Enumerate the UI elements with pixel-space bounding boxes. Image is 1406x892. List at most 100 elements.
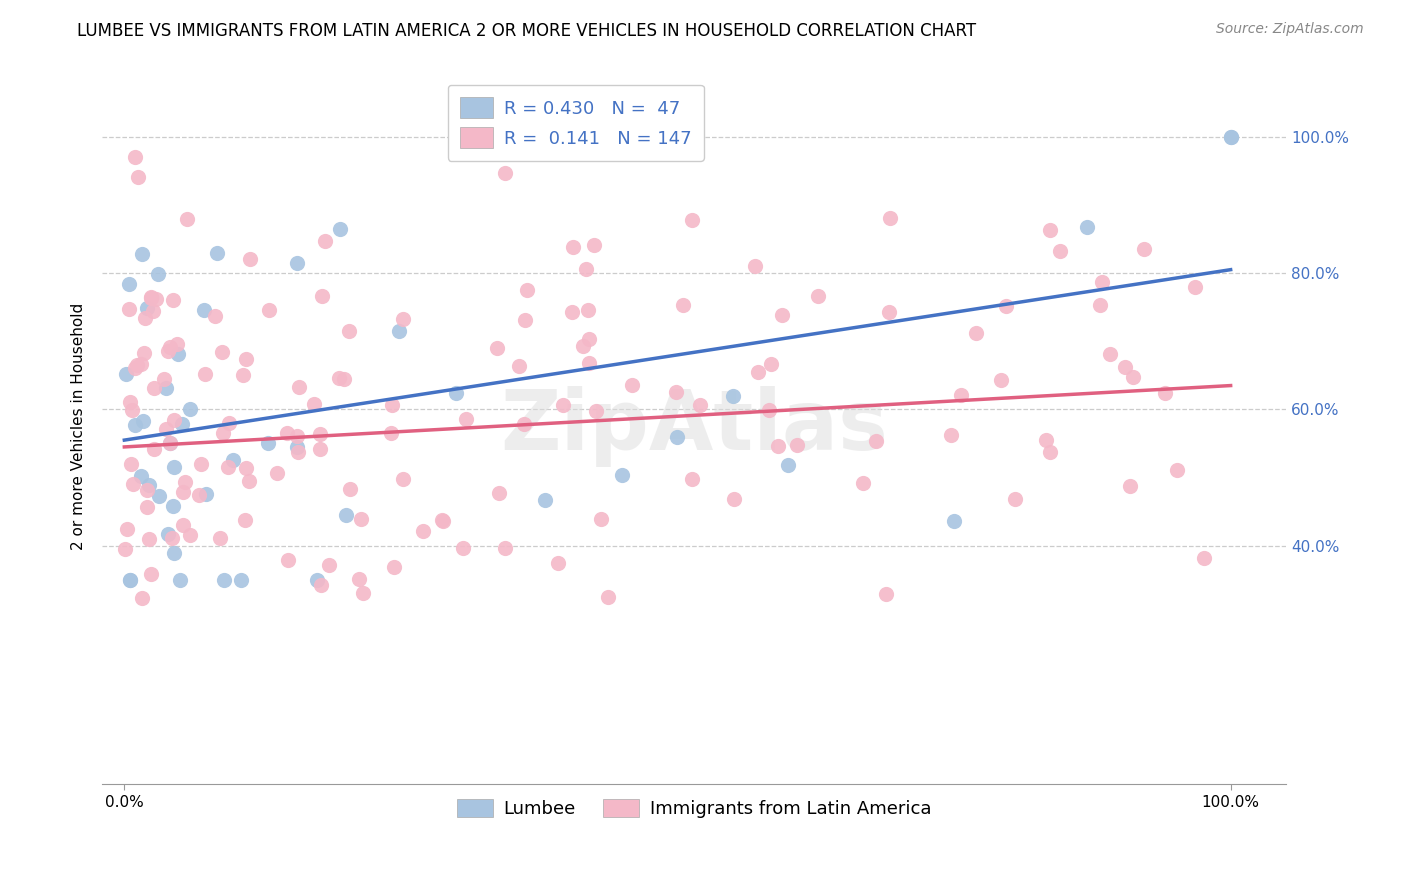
Point bbox=[576, 303, 599, 318]
Point bbox=[135, 301, 157, 315]
Point bbox=[212, 573, 235, 587]
Point bbox=[329, 222, 352, 236]
Point bbox=[723, 491, 745, 506]
Point bbox=[990, 373, 1012, 387]
Point bbox=[339, 482, 361, 496]
Point bbox=[266, 466, 288, 480]
Point bbox=[807, 288, 830, 302]
Point bbox=[666, 430, 689, 444]
Point bbox=[309, 442, 332, 457]
Point bbox=[172, 484, 194, 499]
Point bbox=[562, 240, 585, 254]
Point bbox=[513, 313, 536, 327]
Point bbox=[747, 365, 769, 379]
Point bbox=[209, 532, 232, 546]
Point bbox=[179, 528, 201, 542]
Point bbox=[115, 522, 138, 536]
Point bbox=[212, 426, 235, 441]
Point bbox=[494, 541, 516, 555]
Legend: Lumbee, Immigrants from Latin America: Lumbee, Immigrants from Latin America bbox=[450, 792, 939, 825]
Point bbox=[134, 310, 156, 325]
Point bbox=[135, 500, 157, 514]
Point bbox=[388, 324, 411, 338]
Point bbox=[1098, 347, 1121, 361]
Point bbox=[115, 367, 138, 381]
Point bbox=[1039, 445, 1062, 459]
Y-axis label: 2 or more Vehicles in Household: 2 or more Vehicles in Household bbox=[72, 303, 86, 550]
Point bbox=[381, 398, 404, 412]
Point bbox=[132, 414, 155, 428]
Point bbox=[204, 309, 226, 323]
Point bbox=[875, 587, 897, 601]
Point bbox=[1114, 359, 1136, 374]
Point bbox=[179, 402, 201, 417]
Point bbox=[596, 590, 619, 604]
Point bbox=[157, 344, 180, 359]
Point bbox=[235, 460, 257, 475]
Point bbox=[865, 434, 887, 449]
Point bbox=[193, 303, 215, 318]
Point bbox=[118, 573, 141, 587]
Point bbox=[311, 288, 333, 302]
Point bbox=[153, 372, 176, 386]
Point bbox=[382, 559, 405, 574]
Point bbox=[612, 467, 634, 482]
Point bbox=[276, 426, 298, 441]
Point bbox=[163, 546, 186, 560]
Point bbox=[1192, 550, 1215, 565]
Point bbox=[195, 486, 218, 500]
Point bbox=[156, 526, 179, 541]
Point bbox=[211, 344, 233, 359]
Point bbox=[138, 478, 160, 492]
Point bbox=[124, 361, 146, 376]
Point bbox=[314, 234, 336, 248]
Point bbox=[391, 312, 413, 326]
Point bbox=[583, 238, 606, 252]
Point bbox=[578, 356, 600, 370]
Point bbox=[162, 531, 184, 545]
Point bbox=[547, 557, 569, 571]
Point bbox=[1122, 370, 1144, 384]
Point bbox=[454, 412, 477, 426]
Point bbox=[451, 541, 474, 555]
Point bbox=[485, 342, 508, 356]
Point bbox=[232, 368, 254, 382]
Point bbox=[309, 578, 332, 592]
Point bbox=[380, 425, 402, 440]
Point bbox=[1153, 386, 1175, 401]
Point bbox=[176, 211, 198, 226]
Point bbox=[994, 299, 1017, 313]
Point bbox=[121, 403, 143, 417]
Point bbox=[533, 493, 555, 508]
Point bbox=[131, 247, 153, 261]
Point bbox=[172, 518, 194, 533]
Point bbox=[759, 357, 782, 371]
Point bbox=[350, 511, 373, 525]
Point bbox=[318, 558, 340, 573]
Point bbox=[1088, 298, 1111, 312]
Point bbox=[786, 438, 808, 452]
Point bbox=[122, 477, 145, 491]
Point bbox=[142, 304, 165, 318]
Point bbox=[681, 213, 703, 227]
Point bbox=[665, 384, 688, 399]
Point bbox=[118, 277, 141, 292]
Point bbox=[129, 468, 152, 483]
Point bbox=[744, 259, 766, 273]
Point bbox=[155, 381, 177, 395]
Point bbox=[142, 442, 165, 456]
Point bbox=[1091, 275, 1114, 289]
Point bbox=[575, 262, 598, 277]
Text: Source: ZipAtlas.com: Source: ZipAtlas.com bbox=[1216, 22, 1364, 37]
Point bbox=[444, 386, 467, 401]
Point bbox=[166, 337, 188, 351]
Point bbox=[347, 572, 370, 586]
Point bbox=[494, 166, 516, 180]
Point bbox=[585, 404, 607, 418]
Point bbox=[231, 573, 253, 587]
Point bbox=[1184, 280, 1206, 294]
Point bbox=[285, 440, 308, 454]
Point bbox=[124, 417, 146, 432]
Point bbox=[155, 422, 177, 436]
Point bbox=[432, 514, 454, 528]
